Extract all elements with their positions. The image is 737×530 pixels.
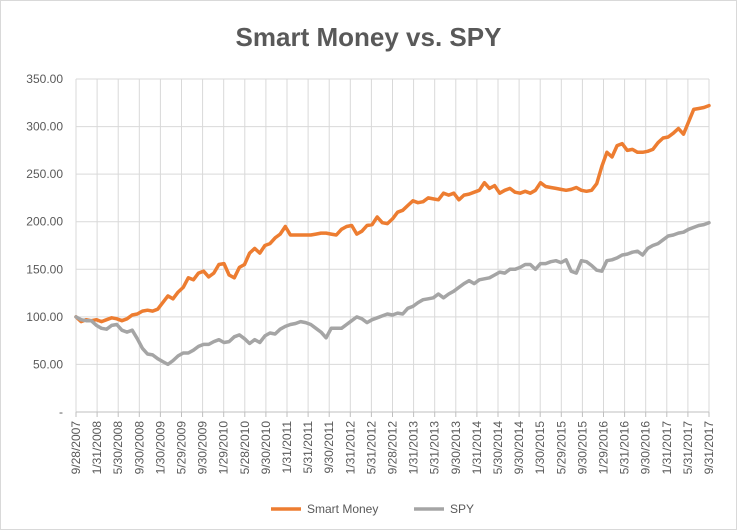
x-tick-label: 1/30/2009 xyxy=(153,421,167,475)
y-tick-label: 100.00 xyxy=(26,310,63,324)
y-tick-labels: - 50.00 100.00 150.00 200.00 250.00 300.00 350.… xyxy=(26,72,63,419)
x-tick-label: 5/31/2012 xyxy=(364,421,378,475)
x-tick-label: 5/31/2016 xyxy=(618,421,632,475)
x-tick-label: 9/31/2017 xyxy=(702,421,716,475)
x-tick-label: 9/28/2007 xyxy=(69,421,83,475)
series-line-smart-money xyxy=(74,103,711,324)
y-tick-label: 200.00 xyxy=(26,215,63,229)
series-line-spy xyxy=(74,220,711,367)
x-tick-label: 5/30/2014 xyxy=(491,421,505,475)
x-tick-label: 1/29/2010 xyxy=(217,421,231,475)
x-tick-label: 1/31/2014 xyxy=(470,421,484,475)
x-tick-label: 5/31/2013 xyxy=(428,421,442,475)
legend: Smart Money SPY xyxy=(271,502,474,516)
x-tick-label: 9/30/2011 xyxy=(322,421,336,474)
x-tick-labels: 9/28/2007 1/31/2008 5/30/2008 9/30/2008 1/30… xyxy=(69,421,716,475)
x-tick-label: 1/31/2008 xyxy=(90,421,104,475)
x-tick-label: 9/30/2015 xyxy=(575,421,589,475)
x-tick-label: 5/30/2008 xyxy=(111,421,125,475)
axes xyxy=(75,411,710,417)
legend-label-smart-money: Smart Money xyxy=(307,502,378,516)
x-tick-label: 1/31/2011 xyxy=(280,421,294,474)
x-tick-label: 9/30/2014 xyxy=(512,421,526,475)
x-tick-label: 9/30/2008 xyxy=(132,421,146,475)
x-tick-label: 5/28/2010 xyxy=(238,421,252,475)
x-tick-label: 9/28/2012 xyxy=(386,421,400,475)
x-tick-label: 1/30/2015 xyxy=(533,421,547,475)
x-tick-label: 9/30/2016 xyxy=(639,421,653,475)
x-tick-label: 1/31/2017 xyxy=(660,421,674,475)
x-tick-label: 5/29/2015 xyxy=(554,421,568,475)
x-tick-label: 1/31/2013 xyxy=(407,421,421,475)
x-tick-label: 5/31/2011 xyxy=(301,421,315,474)
x-tick-label: 5/29/2009 xyxy=(175,421,189,475)
legend-label-spy: SPY xyxy=(450,502,474,516)
x-tick-label: 5/31/2017 xyxy=(681,421,695,475)
y-tick-label: 300.00 xyxy=(26,120,63,134)
series-lines xyxy=(74,103,711,367)
x-tick-label: 1/29/2016 xyxy=(597,421,611,475)
x-tick-label: 1/31/2012 xyxy=(343,421,357,475)
y-tick-label: 250.00 xyxy=(26,167,63,181)
y-tick-label: 50.00 xyxy=(33,357,63,371)
x-tick-label: 9/30/2013 xyxy=(449,421,463,475)
x-tick-label: 9/30/2009 xyxy=(196,421,210,475)
y-tick-label: - xyxy=(59,405,63,419)
y-tick-label: 150.00 xyxy=(26,262,63,276)
chart-title: Smart Money vs. SPY xyxy=(235,22,502,52)
y-tick-label: 350.00 xyxy=(26,72,63,86)
x-tick-label: 9/30/2010 xyxy=(259,421,273,475)
